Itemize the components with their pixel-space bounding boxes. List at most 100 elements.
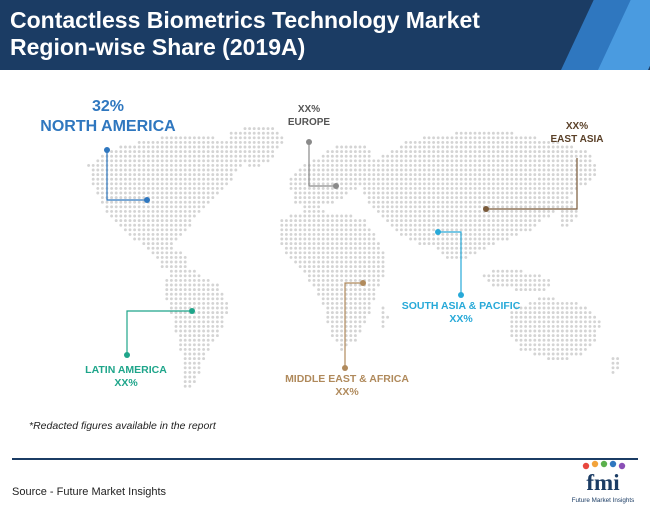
map-dot: [556, 315, 560, 319]
map-dot: [418, 200, 422, 204]
map-dot: [303, 209, 307, 213]
map-dot: [174, 311, 178, 315]
map-dot: [556, 140, 560, 144]
map-dot: [298, 168, 302, 172]
map-dot: [363, 150, 367, 154]
map-dot: [501, 278, 505, 282]
map-dot: [252, 136, 256, 140]
map-dot: [179, 283, 183, 287]
map-dot: [491, 140, 495, 144]
map-dot: [381, 173, 385, 177]
map-dot: [261, 145, 265, 149]
map-dot: [436, 140, 440, 144]
map-dot: [349, 173, 353, 177]
map-dot: [192, 288, 196, 292]
map-dot: [330, 320, 334, 324]
map-dot: [266, 131, 270, 135]
map-dot: [330, 269, 334, 273]
map-dot: [330, 196, 334, 200]
map-dot: [459, 140, 463, 144]
map-dot: [284, 232, 288, 236]
map-dot: [179, 265, 183, 269]
map-dot: [340, 278, 344, 282]
map-dot: [335, 196, 339, 200]
map-dot: [151, 159, 155, 163]
label-north-america: 32% NORTH AMERICA: [30, 97, 186, 137]
map-dot: [110, 154, 114, 158]
map-dot: [560, 186, 564, 190]
map-dot: [565, 159, 569, 163]
map-dot: [395, 200, 399, 204]
map-dot: [110, 173, 114, 177]
map-dot: [496, 237, 500, 241]
map-dot: [579, 182, 583, 186]
map-dot: [574, 347, 578, 351]
map-dot: [326, 228, 330, 232]
map-dot: [179, 191, 183, 195]
map-dot: [179, 154, 183, 158]
map-dot: [146, 168, 150, 172]
map-dot: [445, 182, 449, 186]
map-dot: [381, 154, 385, 158]
map-dot: [487, 186, 491, 190]
map-dot: [450, 173, 454, 177]
map-dot: [174, 136, 178, 140]
map-dot: [197, 168, 201, 172]
map-dot: [376, 251, 380, 255]
map-dot: [459, 205, 463, 209]
map-dot: [123, 205, 127, 209]
map-dot: [390, 168, 394, 172]
map-dot: [114, 214, 118, 218]
map-dot: [473, 200, 477, 204]
map-dot: [547, 352, 551, 356]
map-dot: [326, 288, 330, 292]
map-dot: [482, 191, 486, 195]
map-dot: [340, 347, 344, 351]
map-dot: [202, 173, 206, 177]
map-dot: [321, 301, 325, 305]
map-dot: [528, 182, 532, 186]
map-dot: [478, 237, 482, 241]
map-dot: [179, 205, 183, 209]
map-dot: [570, 186, 574, 190]
map-dot: [349, 182, 353, 186]
map-dot: [565, 205, 569, 209]
map-dot: [519, 168, 523, 172]
map-dot: [202, 163, 206, 167]
map-dot: [307, 278, 311, 282]
map-dot: [317, 223, 321, 227]
map-dot: [496, 145, 500, 149]
map-dot: [450, 223, 454, 227]
map-dot: [183, 163, 187, 167]
map-dot: [524, 343, 528, 347]
map-dot: [238, 136, 242, 140]
map-dot: [450, 232, 454, 236]
map-dot: [174, 315, 178, 319]
map-dot: [156, 209, 160, 213]
map-dot: [206, 347, 210, 351]
map-dot: [358, 177, 362, 181]
map-dot: [358, 246, 362, 250]
map-dot: [183, 274, 187, 278]
map-dot: [464, 150, 468, 154]
map-dot: [404, 214, 408, 218]
map-dot: [179, 329, 183, 333]
map-dot: [556, 205, 560, 209]
map-dot: [110, 209, 114, 213]
map-dot: [137, 205, 141, 209]
map-dot: [174, 173, 178, 177]
map-dot: [303, 173, 307, 177]
map-dot: [399, 186, 403, 190]
middle-east-africa-name: MIDDLE EAST & AFRICA: [285, 373, 409, 385]
map-dot: [303, 242, 307, 246]
map-dot: [556, 177, 560, 181]
europe-name: EUROPE: [287, 116, 331, 128]
map-dot: [91, 163, 95, 167]
map-dot: [344, 191, 348, 195]
map-dot: [510, 159, 514, 163]
map-dot: [570, 163, 574, 167]
map-dot: [160, 260, 164, 264]
map-dot: [441, 214, 445, 218]
map-dot: [487, 219, 491, 223]
map-dot: [422, 242, 426, 246]
